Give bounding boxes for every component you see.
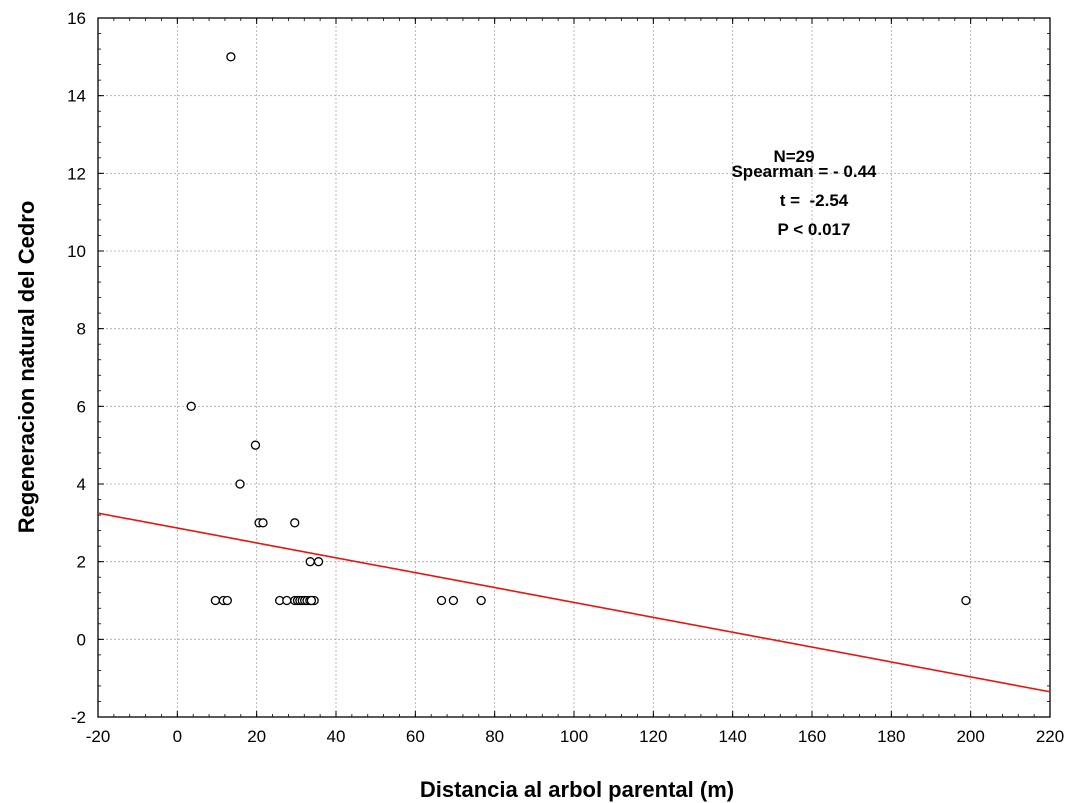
x-tick-label: -20 [86, 727, 111, 746]
y-tick-label: 6 [77, 397, 86, 416]
y-tick-label: 0 [77, 630, 86, 649]
data-point [313, 557, 324, 567]
annotation-spearman: Spearman = - 0.44 [731, 162, 877, 181]
y-tick-label: 10 [67, 242, 86, 261]
grid-layer [98, 18, 1050, 717]
x-tick-label: 180 [877, 727, 905, 746]
y-tick-label: 14 [67, 87, 86, 106]
x-tick-label: 40 [327, 727, 346, 746]
data-points [186, 52, 971, 606]
data-point [235, 479, 245, 489]
data-point [476, 595, 486, 606]
annotation-n: N=29 [773, 147, 814, 166]
y-tick-label: 2 [77, 553, 86, 572]
x-tick-label: 200 [956, 727, 984, 746]
y-tick-label: 12 [67, 164, 86, 183]
x-tick-label: 120 [639, 727, 667, 746]
data-point [961, 595, 971, 606]
x-axis-title: Distancia al arbol parental (m) [420, 777, 734, 802]
y-tick-label: 4 [77, 475, 86, 494]
x-tick-label: 60 [406, 727, 425, 746]
data-point [436, 595, 447, 606]
annotation-p: P < 0.017 [778, 220, 851, 239]
data-point [258, 518, 268, 528]
x-tick-label: 140 [718, 727, 746, 746]
x-tick-label: 220 [1036, 727, 1064, 746]
data-point [250, 440, 261, 450]
stats-annotation: N=29 Spearman = - 0.44 t = -2.54 P < 0.0… [731, 147, 877, 239]
y-tick-label: -2 [71, 708, 86, 727]
data-point [210, 595, 221, 606]
data-point [290, 518, 300, 528]
data-point [186, 401, 196, 411]
x-tick-label: 80 [485, 727, 504, 746]
y-tick-label: 16 [67, 9, 86, 28]
annotation-t: t = -2.54 [780, 191, 849, 210]
data-point [306, 595, 317, 606]
data-point [226, 52, 236, 62]
x-tick-label: 0 [173, 727, 182, 746]
data-point [282, 595, 292, 606]
data-point [448, 595, 459, 606]
data-point [222, 595, 232, 606]
y-tick-label: 8 [77, 320, 86, 339]
x-tick-label: 160 [798, 727, 826, 746]
y-axis-title: Regeneracion natural del Cedro [14, 201, 39, 534]
data-point [305, 557, 315, 567]
y-axis-ticks: -2 0 2 4 6 8 10 12 14 16 [67, 9, 1050, 727]
regression-line [97, 512, 1051, 693]
x-tick-label: 20 [247, 727, 266, 746]
x-axis-ticks: -20 0 20 40 60 80 100 120 140 160 180 200 220 [86, 18, 1064, 746]
x-tick-label: 100 [560, 727, 588, 746]
